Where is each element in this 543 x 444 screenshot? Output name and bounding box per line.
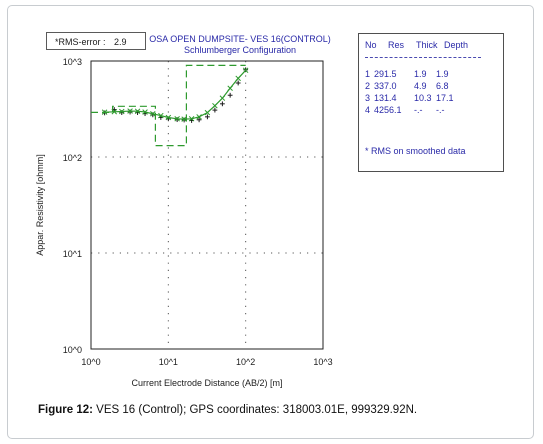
rms-error-box: *RMS-error : 2.9 (46, 32, 146, 50)
table-row: 3 131.4 10.3 17.1 (365, 93, 454, 103)
table-header-thick: Thick (416, 40, 438, 50)
table-header-no: No (365, 40, 377, 50)
table-row: 2 337.0 4.9 6.8 (365, 81, 449, 91)
grid (91, 61, 323, 349)
caption-text: VES 16 (Control); GPS coordinates: 31800… (96, 404, 418, 416)
calculated-point (219, 95, 226, 101)
observed-point (212, 107, 218, 113)
plot-title-line-1: OSA OPEN DUMPSITE- VES 16(CONTROL) (149, 34, 331, 44)
tick-layer: 10^0 10^1 10^2 10^3 10^0 10^1 10^2 10^3 (63, 57, 333, 367)
plot-title-line-2: Schlumberger Configuration (183, 45, 297, 55)
table-note: * RMS on smoothed data (365, 146, 466, 156)
observed-point (227, 92, 233, 98)
series-layer (91, 64, 249, 147)
y-tick-label: 10^2 (63, 153, 82, 163)
plot-title: OSA OPEN DUMPSITE- VES 16(CONTROL) Schlu… (140, 34, 340, 56)
rms-error-value: 2.9 (114, 37, 127, 47)
calculated-point (227, 85, 233, 92)
calculated-point (196, 114, 202, 120)
observed-point (174, 117, 180, 123)
table-divider (365, 57, 481, 58)
y-tick-label: 10^0 (63, 345, 82, 355)
calculated-point (134, 108, 141, 114)
observed-point (181, 117, 187, 123)
calculated-curve (104, 69, 247, 120)
table-row: 1 291.5 1.9 1.9 (365, 69, 449, 79)
calculated-point (204, 109, 211, 116)
y-axis-label: Appar. Resistivity [ohmm] (35, 154, 45, 256)
x-tick-label: 10^1 (159, 357, 178, 367)
x-tick-label: 10^2 (236, 357, 255, 367)
observed-point (219, 101, 225, 107)
calculated-point (142, 109, 148, 115)
model-step-line (91, 64, 246, 147)
rms-error-label: *RMS-error : (55, 37, 106, 47)
calculated-point (158, 112, 164, 119)
x-tick-label: 10^3 (313, 357, 332, 367)
observed-point (196, 117, 202, 123)
calculated-point (188, 116, 195, 122)
observed-point (235, 80, 241, 86)
layer-table: No Res Thick Depth 1 291.5 1.9 1.9 2 337… (358, 33, 504, 172)
x-axis-label: Current Electrode Distance (AB/2) [m] (131, 378, 282, 388)
calculated-point (181, 116, 187, 122)
calculated-point (174, 116, 180, 122)
table-header-res: Res (388, 40, 405, 50)
figure-caption: Figure 12: VES 16 (Control); GPS coordin… (38, 404, 417, 416)
calculated-point (235, 75, 241, 82)
table-header-depth: Depth (444, 40, 469, 50)
calculated-point (212, 102, 218, 109)
observed-point (204, 114, 210, 120)
x-tick-label: 10^0 (81, 357, 100, 367)
calculated-point (150, 111, 156, 117)
plot-area (90, 60, 324, 350)
y-tick-label: 10^3 (63, 57, 82, 67)
calculated-point (119, 108, 125, 115)
calculated-point (242, 67, 249, 74)
calculated-point (165, 114, 172, 121)
caption-label: Figure 12: (38, 404, 93, 416)
table-row: 4 4256.1 -.- -.- (365, 105, 445, 115)
calculated-point (127, 108, 133, 114)
y-tick-label: 10^1 (63, 249, 82, 259)
